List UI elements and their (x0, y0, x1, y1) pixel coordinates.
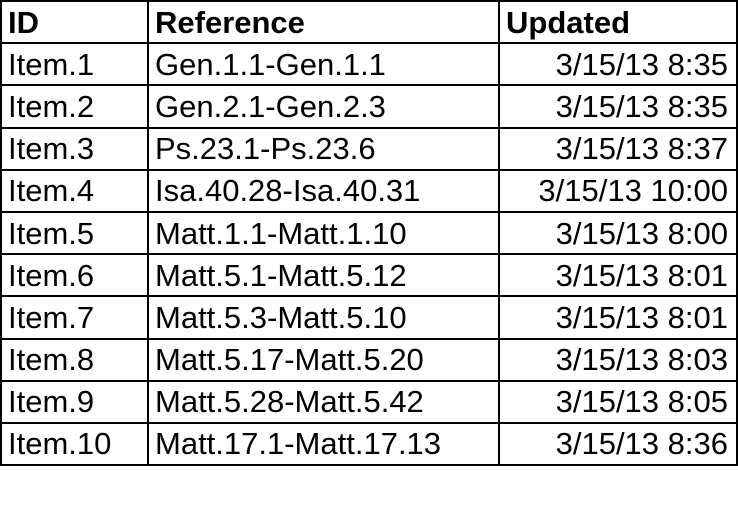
table-row: Item.4 Isa.40.28-Isa.40.31 3/15/13 10:00 (0, 168, 738, 213)
cell-reference[interactable]: Isa.40.28-Isa.40.31 (147, 168, 500, 213)
cell-updated[interactable]: 3/15/13 8:01 (498, 295, 738, 340)
cell-reference[interactable]: Gen.2.1-Gen.2.3 (147, 84, 500, 129)
table-row: Item.3 Ps.23.1-Ps.23.6 3/15/13 8:37 (0, 126, 738, 171)
cell-reference[interactable]: Matt.17.1-Matt.17.13 (147, 421, 500, 467)
cell-updated[interactable]: 3/15/13 8:00 (498, 210, 738, 256)
table-row: Item.1 Gen.1.1-Gen.1.1 3/15/13 8:35 (0, 42, 738, 87)
cell-id[interactable]: Item.4 (0, 168, 149, 213)
cell-reference[interactable]: Ps.23.1-Ps.23.6 (147, 126, 500, 171)
header-updated[interactable]: Updated (498, 0, 738, 45)
table-row: Item.7 Matt.5.3-Matt.5.10 3/15/13 8:01 (0, 295, 738, 340)
cell-updated[interactable]: 3/15/13 8:05 (498, 379, 738, 424)
cell-id[interactable]: Item.3 (0, 126, 149, 171)
cell-reference[interactable]: Matt.1.1-Matt.1.10 (147, 210, 500, 256)
header-id[interactable]: ID (0, 0, 149, 45)
cell-updated[interactable]: 3/15/13 8:36 (498, 421, 738, 467)
cell-id[interactable]: Item.5 (0, 210, 149, 256)
cell-updated[interactable]: 3/15/13 8:35 (498, 84, 738, 129)
cell-id[interactable]: Item.8 (0, 337, 149, 382)
cell-updated[interactable]: 3/15/13 8:01 (498, 253, 738, 298)
header-reference[interactable]: Reference (147, 0, 500, 45)
cell-id[interactable]: Item.6 (0, 253, 149, 298)
cell-reference[interactable]: Matt.5.1-Matt.5.12 (147, 253, 500, 298)
cell-reference[interactable]: Matt.5.17-Matt.5.20 (147, 337, 500, 382)
cell-id[interactable]: Item.2 (0, 84, 149, 129)
table-row: Item.2 Gen.2.1-Gen.2.3 3/15/13 8:35 (0, 84, 738, 129)
cell-updated[interactable]: 3/15/13 8:03 (498, 337, 738, 382)
header-row: ID Reference Updated (0, 0, 738, 45)
cell-updated[interactable]: 3/15/13 10:00 (498, 168, 738, 213)
cell-reference[interactable]: Matt.5.3-Matt.5.10 (147, 295, 500, 340)
data-table: ID Reference Updated Item.1 Gen.1.1-Gen.… (0, 0, 738, 467)
table-row: Item.6 Matt.5.1-Matt.5.12 3/15/13 8:01 (0, 253, 738, 298)
cell-updated[interactable]: 3/15/13 8:35 (498, 42, 738, 87)
table-row: Item.9 Matt.5.28-Matt.5.42 3/15/13 8:05 (0, 379, 738, 424)
cell-reference[interactable]: Matt.5.28-Matt.5.42 (147, 379, 500, 424)
cell-id[interactable]: Item.7 (0, 295, 149, 340)
cell-updated[interactable]: 3/15/13 8:37 (498, 126, 738, 171)
cell-id[interactable]: Item.9 (0, 379, 149, 424)
cell-reference[interactable]: Gen.1.1-Gen.1.1 (147, 42, 500, 87)
cell-id[interactable]: Item.1 (0, 42, 149, 87)
cell-id[interactable]: Item.10 (0, 421, 149, 467)
table-row: Item.5 Matt.1.1-Matt.1.10 3/15/13 8:00 (0, 210, 738, 256)
table-row: Item.10 Matt.17.1-Matt.17.13 3/15/13 8:3… (0, 421, 738, 467)
table-row: Item.8 Matt.5.17-Matt.5.20 3/15/13 8:03 (0, 337, 738, 382)
